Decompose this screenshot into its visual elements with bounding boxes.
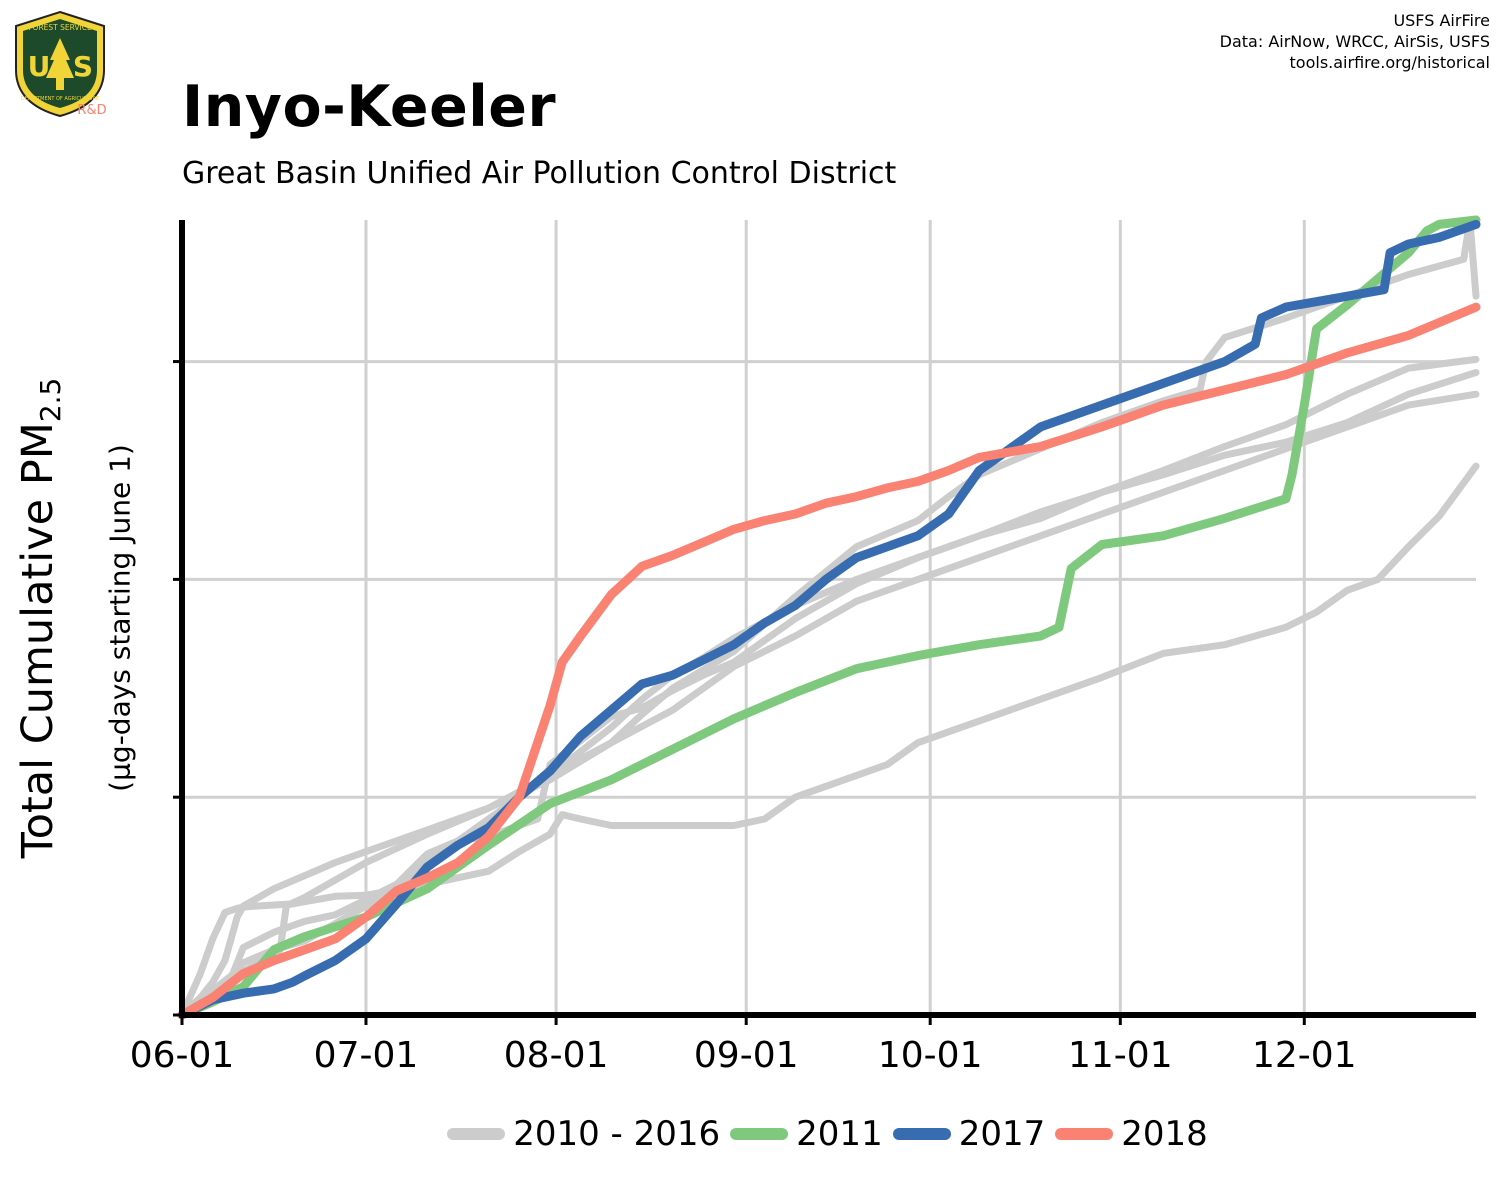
legend-item-2011: 2011 xyxy=(730,1114,883,1154)
legend-swatch xyxy=(730,1128,789,1140)
x-tick-label: 07-01 xyxy=(314,1035,419,1076)
legend-item-2018: 2018 xyxy=(1055,1114,1208,1154)
series-line-2010-2016-0 xyxy=(178,462,1480,1019)
logo-rd-tag: R&D xyxy=(77,103,106,118)
credits: USFS AirFire Data: AirNow, WRCC, AirSis,… xyxy=(1220,10,1490,73)
legend-swatch xyxy=(1055,1128,1114,1140)
forest-service-logo: FOREST SERVICE U S DEPARTMENT OF AGRICUL… xyxy=(15,10,107,118)
legend-swatch xyxy=(892,1128,951,1140)
credit-line: Data: AirNow, WRCC, AirSis, USFS xyxy=(1219,32,1490,51)
y-axis-label-main: Total Cumulative PM xyxy=(13,422,63,859)
x-tick-label: 06-01 xyxy=(130,1035,235,1076)
logo-text-top: FOREST SERVICE xyxy=(28,23,92,32)
legend-item-2010-2016: 2010 - 2016 xyxy=(447,1114,720,1154)
x-tick-label: 11-01 xyxy=(1068,1035,1173,1076)
y-axis-label: Total Cumulative PM2.5 xyxy=(13,378,67,859)
logo-text-bottom: DEPARTMENT OF AGRICULTURE xyxy=(21,96,99,102)
logo-letter-s: S xyxy=(73,50,93,83)
series-line-2010-2016-2 xyxy=(178,355,1480,1019)
legend-label: 2017 xyxy=(958,1114,1046,1154)
series-line-2010-2016-4 xyxy=(178,216,1480,1019)
credit-line: tools.airfire.org/historical xyxy=(1289,53,1490,72)
chart-title: Inyo-Keeler xyxy=(182,74,557,140)
legend-item-2017: 2017 xyxy=(892,1114,1046,1154)
series-line-2010-2016-1 xyxy=(178,369,1480,1019)
series-line-2017-6 xyxy=(177,219,1481,1020)
y-axis-label-subscript: 2.5 xyxy=(34,377,67,423)
legend-label: 2018 xyxy=(1121,1114,1208,1154)
x-tick-label: 10-01 xyxy=(878,1035,983,1076)
credit-line: USFS AirFire xyxy=(1393,11,1490,30)
x-tick-label: 12-01 xyxy=(1252,1035,1357,1076)
legend-swatch xyxy=(447,1128,506,1140)
legend: 2010 - 2016 2011 2017 2018 xyxy=(0,1114,1500,1154)
logo-letter-u: U xyxy=(28,50,51,83)
series-line-2018-7 xyxy=(177,302,1481,1020)
x-tick-label: 08-01 xyxy=(504,1035,609,1076)
y-axis-secondary-label: (µg-days starting June 1) xyxy=(103,444,137,792)
x-tick-label: 09-01 xyxy=(694,1035,799,1076)
legend-label: 2011 xyxy=(796,1114,883,1154)
legend-label: 2010 - 2016 xyxy=(513,1114,721,1154)
chart-subtitle: Great Basin Unified Air Pollution Contro… xyxy=(182,156,897,191)
